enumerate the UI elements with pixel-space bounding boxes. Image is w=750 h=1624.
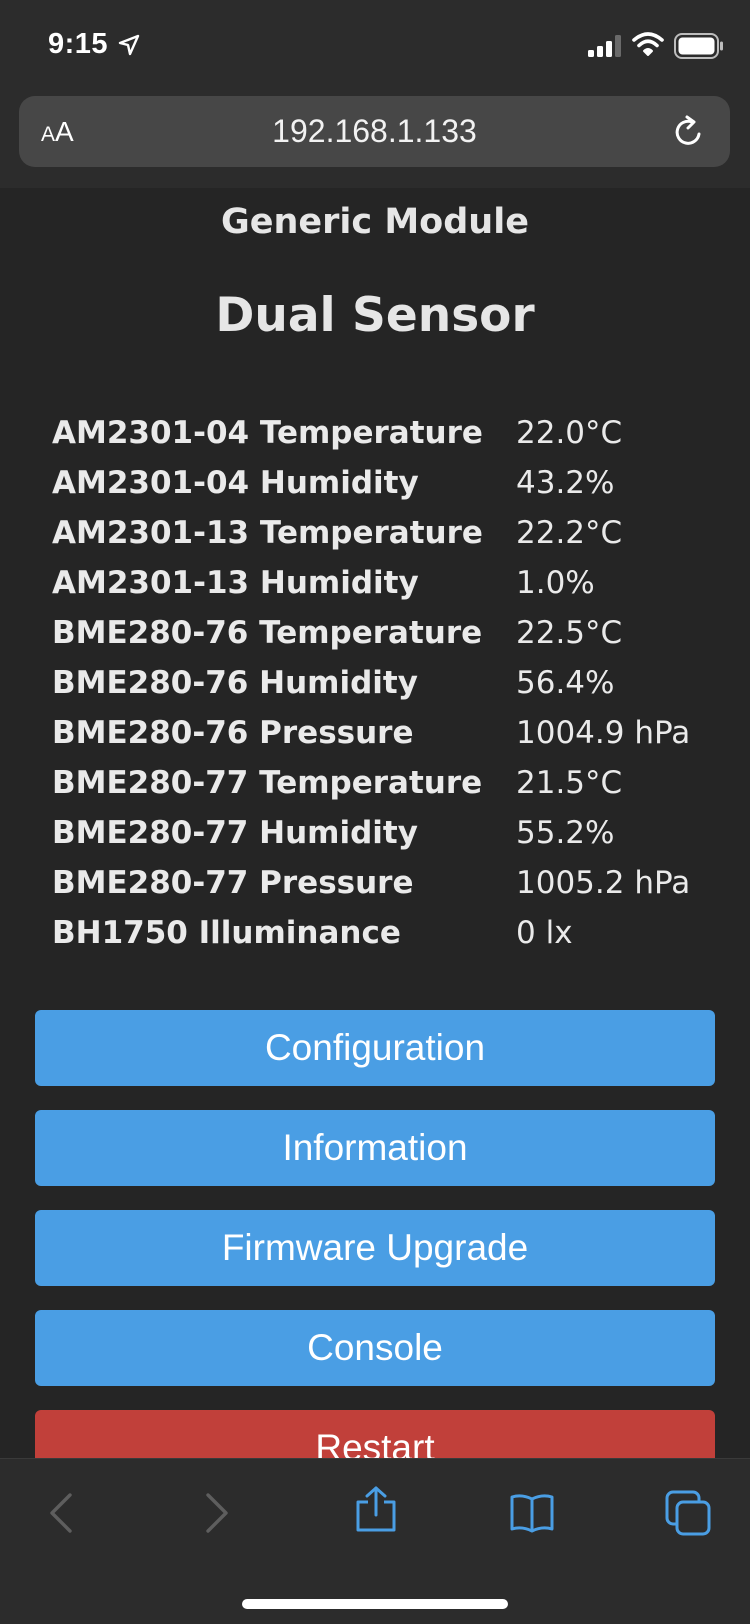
device-name: Dual Sensor [215, 288, 535, 343]
sensor-row: BME280-77 Pressure 1005.2 hPa [52, 858, 690, 908]
sensor-value: 1004.9 hPa [516, 715, 691, 751]
sensor-value: 43.2% [516, 465, 615, 501]
sensor-value: 22.0°C [516, 415, 623, 451]
sensor-label: BME280-76 Temperature [52, 615, 483, 651]
sensor-row: AM2301-13 Temperature 22.2°C [52, 508, 690, 558]
signal-icon [588, 35, 621, 57]
sensor-value: 22.5°C [516, 615, 623, 651]
sensor-label: BME280-77 Humidity [52, 815, 418, 851]
text-size-small-label: A [41, 123, 56, 146]
sensor-value: 1005.2 hPa [516, 865, 691, 901]
sensor-label: AM2301-04 Humidity [52, 465, 419, 501]
sensor-row: BME280-76 Temperature 22.5°C [52, 608, 690, 658]
browser-address-area: AA 192.168.1.133 [0, 94, 750, 188]
sensor-row: BME280-77 Humidity 55.2% [52, 808, 690, 858]
sensor-label: AM2301-13 Temperature [52, 515, 483, 551]
forward-icon[interactable] [192, 1489, 240, 1537]
status-time: 9:15 [48, 28, 109, 60]
reload-icon[interactable] [670, 114, 706, 150]
console-button[interactable]: Console [35, 1310, 715, 1386]
status-bar: 9:15 [0, 0, 750, 94]
sensor-row: AM2301-13 Humidity 1.0% [52, 558, 690, 608]
sensor-value: 56.4% [516, 665, 615, 701]
address-bar[interactable]: AA 192.168.1.133 [19, 96, 730, 167]
text-size-button[interactable]: AA [41, 116, 74, 148]
sensor-label: AM2301-04 Temperature [52, 415, 483, 451]
firmware-upgrade-button[interactable]: Firmware Upgrade [35, 1210, 715, 1286]
sensor-row: BME280-76 Humidity 56.4% [52, 658, 690, 708]
configuration-button[interactable]: Configuration [35, 1010, 715, 1086]
url-text[interactable]: 192.168.1.133 [272, 113, 477, 149]
sensor-value: 1.0% [516, 565, 595, 601]
browser-toolbar [0, 1458, 750, 1624]
sensor-label: BME280-77 Pressure [52, 865, 414, 901]
sensor-label: AM2301-13 Humidity [52, 565, 419, 601]
back-icon[interactable] [38, 1489, 86, 1537]
sensor-value: 0 lx [516, 915, 573, 951]
wifi-icon [632, 32, 664, 56]
sensor-table: AM2301-04 Temperature 22.0°C AM2301-04 H… [52, 408, 690, 958]
location-arrow-icon [118, 34, 140, 56]
sensor-label: BME280-76 Pressure [52, 715, 414, 751]
sensor-row: AM2301-04 Temperature 22.0°C [52, 408, 690, 458]
sensor-value: 21.5°C [516, 765, 623, 801]
module-name: Generic Module [221, 202, 529, 242]
sensor-row: BME280-76 Pressure 1004.9 hPa [52, 708, 690, 758]
sensor-row: BME280-77 Temperature 21.5°C [52, 758, 690, 808]
information-button[interactable]: Information [35, 1110, 715, 1186]
sensor-row: BH1750 Illuminance 0 lx [52, 908, 690, 958]
sensor-label: BME280-77 Temperature [52, 765, 483, 801]
sensor-value: 22.2°C [516, 515, 623, 551]
battery-icon [674, 33, 723, 59]
tabs-icon[interactable] [664, 1489, 712, 1537]
page-content: Generic Module Dual Sensor AM2301-04 Tem… [0, 188, 750, 1458]
sensor-value: 55.2% [516, 815, 615, 851]
restart-button[interactable]: Restart [35, 1410, 715, 1458]
bookmarks-icon[interactable] [508, 1489, 556, 1537]
sensor-label: BH1750 Illuminance [52, 915, 401, 951]
share-icon[interactable] [352, 1485, 400, 1533]
text-size-large-label: A [55, 116, 74, 147]
sensor-row: AM2301-04 Humidity 43.2% [52, 458, 690, 508]
home-indicator [242, 1599, 508, 1609]
sensor-label: BME280-76 Humidity [52, 665, 418, 701]
